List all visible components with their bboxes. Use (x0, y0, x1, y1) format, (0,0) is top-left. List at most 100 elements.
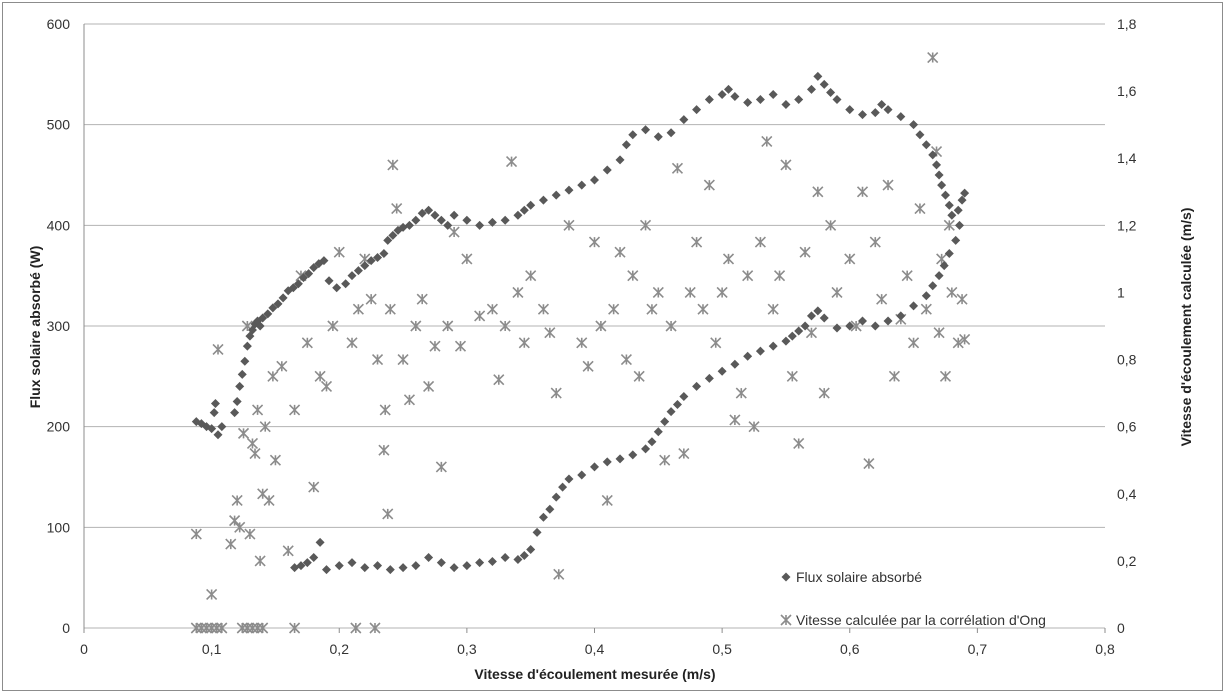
point-flux (666, 128, 676, 138)
point-vitesse (773, 270, 786, 282)
point-vitesse (844, 253, 856, 265)
point-flux (819, 79, 829, 89)
point-flux (641, 444, 651, 454)
point-flux (385, 565, 395, 575)
point-flux (826, 87, 836, 97)
point-vitesse (735, 387, 747, 399)
point-vitesse (384, 303, 396, 315)
point-vitesse (206, 622, 218, 634)
point-vitesse (229, 515, 241, 527)
point-vitesse (382, 508, 394, 520)
point-vitesse (831, 286, 843, 299)
y-tick-label: 0 (62, 620, 70, 636)
point-flux (443, 220, 453, 230)
point-flux (551, 492, 561, 502)
point-vitesse (595, 320, 607, 332)
point-flux (404, 220, 414, 230)
point-flux (347, 271, 357, 281)
point-vitesse (282, 545, 294, 557)
point-vitesse (952, 337, 964, 349)
point-flux (909, 301, 919, 311)
point-vitesse (212, 343, 224, 356)
point-flux (209, 408, 219, 418)
point-flux (858, 110, 868, 120)
point-vitesse (818, 387, 830, 399)
point-flux (915, 130, 925, 140)
y-tick-label: 200 (47, 419, 71, 435)
x-tick-label: 0,7 (968, 641, 988, 657)
point-vitesse (252, 622, 264, 634)
point-vitesse (429, 340, 441, 352)
y-tick-label: 500 (47, 117, 71, 133)
point-vitesse (246, 437, 259, 450)
point-vitesse (799, 246, 811, 258)
point-vitesse (901, 270, 913, 282)
point-vitesse (254, 555, 266, 567)
x-tick-label: 0 (80, 641, 88, 657)
point-flux (430, 210, 440, 220)
point-flux (332, 283, 342, 293)
point-vitesse (387, 159, 399, 171)
point-flux (896, 311, 906, 321)
point-vitesse (907, 337, 920, 349)
point-vitesse (627, 270, 639, 282)
point-flux (877, 100, 887, 110)
point-vitesse (244, 528, 256, 540)
point-vitesse (780, 159, 792, 171)
point-flux (883, 316, 893, 326)
point-vitesse (252, 404, 264, 416)
point-flux (813, 71, 823, 81)
point-flux (755, 95, 765, 104)
point-flux (538, 195, 548, 205)
point-vitesse (939, 370, 952, 382)
point-flux (602, 457, 612, 467)
point-vitesse (352, 303, 364, 315)
x-tick-label: 0,3 (457, 641, 477, 657)
point-flux (724, 84, 734, 94)
point-vitesse (754, 236, 766, 248)
point-flux (957, 195, 967, 205)
point-vitesse (350, 622, 362, 634)
point-flux (666, 407, 676, 417)
legend-label-flux: Flux solaire absorbé (796, 569, 922, 585)
point-flux (564, 474, 574, 484)
point-flux (519, 551, 529, 561)
series-layer (190, 51, 971, 634)
point-vitesse (716, 286, 728, 299)
point-vitesse (933, 327, 945, 339)
point-vitesse (435, 461, 447, 473)
point-flux (424, 553, 434, 563)
point-vitesse (314, 370, 326, 382)
y2-tick-label: 1,6 (1117, 83, 1137, 99)
y-tick-label: 300 (47, 318, 71, 334)
point-vitesse (410, 320, 422, 332)
point-vitesse (397, 353, 409, 366)
point-flux (213, 430, 223, 440)
point-vitesse (588, 236, 601, 248)
point-vitesse (946, 286, 958, 299)
point-flux (704, 95, 714, 104)
point-flux (288, 283, 298, 293)
point-flux (743, 351, 753, 361)
point-vitesse (195, 622, 207, 634)
point-flux (947, 210, 957, 220)
point-flux (806, 311, 816, 321)
point-vitesse (525, 270, 537, 282)
point-vitesse (608, 303, 620, 315)
point-flux (207, 424, 217, 434)
point-vitesse (633, 370, 645, 382)
point-flux (487, 217, 497, 227)
point-vitesse (236, 622, 248, 634)
point-flux (730, 359, 740, 369)
point-flux (628, 450, 638, 460)
point-vitesse (320, 380, 333, 392)
point-vitesse (378, 444, 390, 456)
y-axis-ticks: 0 100 200 300 400 500 600 (47, 16, 71, 636)
point-flux (379, 249, 389, 259)
y2-tick-label: 1,2 (1117, 217, 1137, 233)
point-flux (290, 563, 300, 573)
point-vitesse (263, 494, 275, 507)
point-flux (819, 313, 829, 323)
point-flux (353, 266, 363, 276)
